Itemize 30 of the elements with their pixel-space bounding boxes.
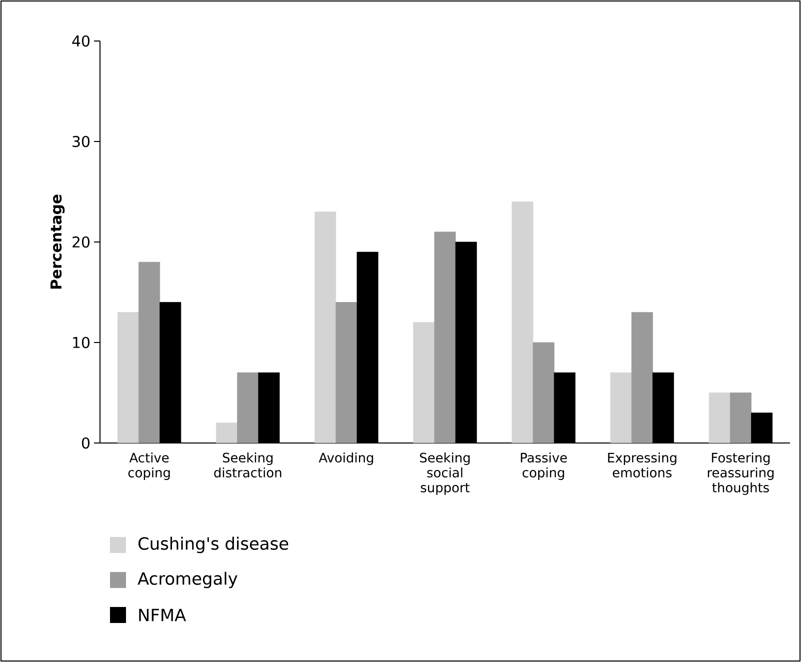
x-tick-label: Seeking distraction (214, 452, 282, 478)
x-tick-label: Seeking social support (420, 452, 470, 495)
bar (336, 302, 358, 443)
bar (708, 392, 730, 443)
legend-label: Cushing's disease (138, 536, 288, 554)
bar (512, 202, 534, 443)
y-tick-label: 30 (72, 136, 90, 148)
legend-label: NFMA (139, 608, 186, 622)
bar (610, 372, 632, 443)
bar (730, 392, 752, 443)
bar (117, 312, 139, 443)
x-tick-label: Active coping (128, 452, 170, 480)
bar (237, 372, 259, 443)
y-tick-label: 10 (73, 336, 90, 348)
y-tick-label: 20 (72, 236, 90, 248)
x-tick-label: Avoiding (318, 452, 374, 466)
bar (314, 212, 336, 443)
legend-label: Acromegaly (138, 572, 238, 588)
bar (413, 322, 435, 443)
y-tick-label: 0 (82, 437, 90, 449)
bar (532, 342, 554, 443)
y-tick-label: 40 (72, 35, 90, 47)
bar (138, 262, 160, 443)
x-tick-label: Passive coping (520, 452, 567, 480)
y-axis-title: Percentage (50, 194, 65, 289)
bar (216, 422, 238, 443)
x-tick-label: Fostering reassuring thoughts (708, 452, 774, 495)
bar (631, 312, 653, 443)
bar (434, 232, 456, 443)
x-tick-label: Expressing emotions (608, 452, 676, 478)
